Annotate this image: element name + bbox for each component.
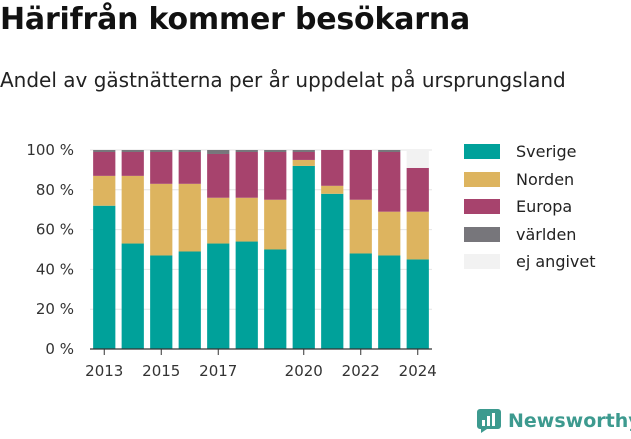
x-tick-label: 2020 [285, 362, 323, 380]
bar-segment [93, 205, 116, 349]
bar-segment [93, 151, 116, 176]
bar-segment [292, 151, 315, 160]
bar-segment [406, 150, 429, 168]
bar-segment [121, 243, 144, 349]
x-tick-label: 2015 [142, 362, 180, 380]
legend-label: Europa [516, 197, 573, 217]
bar-segment [178, 150, 201, 152]
bar-segment [235, 151, 258, 198]
y-tick-label: 80 % [36, 181, 74, 199]
bar-segment [349, 199, 372, 254]
bar-segment [207, 153, 230, 198]
stacked-bar-chart: 0 % 20 % 40 % 60 % 80 % 100 % 2013 2015 2017 2020… [26, 141, 437, 380]
legend-label: världen [516, 224, 577, 244]
brand-logo: Newsworthy [476, 408, 631, 434]
bar-segment [150, 183, 173, 256]
chart-subtitle: Andel av gästnätterna per år uppdelat på… [0, 68, 566, 92]
bar-segment [321, 193, 344, 349]
bar-segment [349, 253, 372, 349]
y-tick-label: 0 % [45, 340, 74, 358]
bar-segment [150, 151, 173, 184]
legend-label: Sverige [516, 142, 577, 162]
bar-segment [264, 199, 287, 250]
bar-segment [235, 150, 258, 152]
legend-swatch [464, 199, 500, 215]
bar-segment [178, 151, 201, 184]
bar-segment [292, 165, 315, 349]
bar-segment [121, 151, 144, 176]
bar-segment [178, 251, 201, 349]
bar-segment [121, 150, 144, 152]
bar-segment [207, 150, 230, 154]
bar-segment [235, 197, 258, 242]
bar-segment [93, 150, 116, 152]
x-tick-label: 2013 [85, 362, 123, 380]
legend-swatch [464, 171, 500, 187]
bar-segment [292, 150, 315, 152]
x-tick-label: 2022 [342, 362, 380, 380]
bar-segment [264, 249, 287, 349]
x-tick-label: 2017 [199, 362, 237, 380]
bar-segment [264, 150, 287, 152]
brand-name: Newsworthy [508, 410, 631, 432]
bar-segment [207, 197, 230, 244]
bar-segment [207, 243, 230, 349]
legend-label: ej angivet [516, 252, 596, 272]
bar-segment [378, 211, 401, 256]
legend-swatch [464, 226, 500, 242]
legend-item: Norden [464, 166, 596, 194]
legend-label: Norden [516, 169, 575, 189]
bar-segment [264, 151, 287, 200]
bar-segment [292, 159, 315, 166]
legend-item: ej angivet [464, 248, 596, 276]
bar-segment [406, 259, 429, 349]
legend-swatch [464, 144, 500, 160]
chart-legend: Sverige Norden Europa världen ej angivet [464, 138, 596, 276]
legend-swatch [464, 254, 500, 270]
chart-title: Härifrån kommer besökarna [0, 2, 471, 37]
x-tick-label: 2024 [399, 362, 437, 380]
legend-item: Europa [464, 193, 596, 221]
newsworthy-logo-icon [477, 409, 501, 433]
bar-segment [150, 255, 173, 349]
bar-segment [93, 175, 116, 206]
bar-segment [121, 175, 144, 244]
y-tick-label: 60 % [36, 221, 74, 239]
bar-segment [406, 167, 429, 212]
legend-item: Sverige [464, 138, 596, 166]
bar-segment [321, 185, 344, 194]
bar-segment [378, 151, 401, 212]
y-tick-label: 100 % [26, 141, 74, 159]
bar-segment [235, 241, 258, 349]
bar-segment [349, 150, 372, 200]
y-tick-label: 20 % [36, 300, 74, 318]
legend-item: världen [464, 221, 596, 249]
y-tick-label: 40 % [36, 260, 74, 278]
bar-segment [378, 150, 401, 152]
bar-segment [321, 150, 344, 186]
bar-segment [178, 183, 201, 252]
bar-segment [406, 211, 429, 260]
bar-segment [378, 255, 401, 349]
bar-segment [150, 150, 173, 152]
